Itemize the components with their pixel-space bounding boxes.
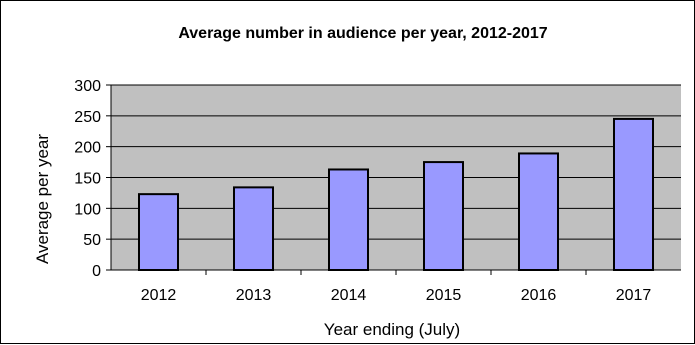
y-tick-label: 100	[74, 201, 101, 218]
x-tick-label: 2013	[236, 287, 272, 304]
bar-2017	[614, 119, 653, 270]
bar-2016	[519, 153, 558, 270]
x-axis-label: Year ending (July)	[324, 320, 460, 339]
y-axis-ticks: 0 50 100 150 200 250 300	[74, 78, 111, 280]
bar-2014	[329, 169, 368, 270]
y-axis-label: Average per year	[33, 134, 52, 264]
x-tick-label: 2012	[141, 287, 177, 304]
x-tick-label: 2014	[331, 287, 367, 304]
x-axis-ticks: 2012 2013 2014 2015 2016 2017	[141, 270, 652, 304]
x-tick-label: 2017	[616, 287, 652, 304]
x-tick-label: 2015	[426, 287, 462, 304]
bar-2015	[424, 162, 463, 270]
y-tick-label: 200	[74, 140, 101, 157]
y-tick-label: 0	[92, 263, 101, 280]
y-tick-label: 300	[74, 78, 101, 95]
y-tick-label: 150	[74, 171, 101, 188]
bar-2013	[234, 187, 273, 270]
y-tick-label: 250	[74, 109, 101, 126]
chart-title: Average number in audience per year, 201…	[178, 25, 547, 42]
bar-2012	[139, 194, 178, 270]
x-tick-label: 2016	[521, 287, 557, 304]
y-tick-label: 50	[83, 232, 101, 249]
